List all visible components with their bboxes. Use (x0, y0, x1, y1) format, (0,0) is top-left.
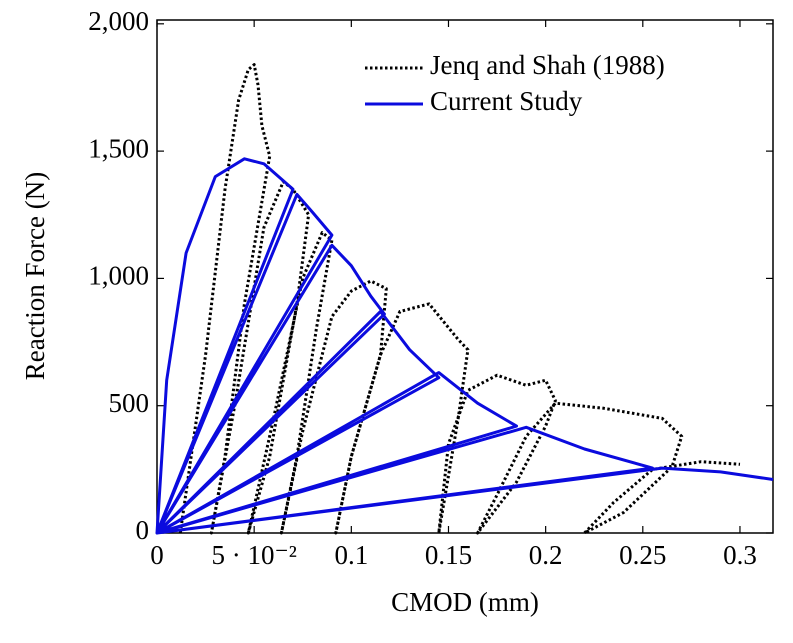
x-tick-label: 0.25 (619, 540, 666, 570)
y-axis-label: Reaction Force (N) (20, 172, 50, 380)
plot-frame (156, 19, 774, 534)
x-tick-label: 0.15 (425, 540, 472, 570)
y-tick-label: 1,000 (88, 261, 149, 291)
y-tick-label: 0 (136, 515, 150, 545)
x-tick-label: 0.2 (529, 540, 563, 570)
x-axis-label: CMOD (mm) (391, 587, 539, 617)
series-line (178, 63, 741, 535)
series-line (155, 157, 774, 535)
x-tick-label: 0.1 (334, 540, 368, 570)
x-tick-label: 0 (150, 540, 164, 570)
y-tick-label: 2,000 (88, 6, 149, 36)
x-tick-label: 5 · 10⁻² (211, 540, 296, 570)
legend-label: Current Study (430, 86, 583, 116)
legend-label: Jenq and Shah (1988) (430, 50, 665, 80)
x-tick-label: 0.3 (723, 540, 757, 570)
y-tick-label: 500 (109, 388, 150, 418)
y-tick-label: 1,500 (88, 133, 149, 163)
